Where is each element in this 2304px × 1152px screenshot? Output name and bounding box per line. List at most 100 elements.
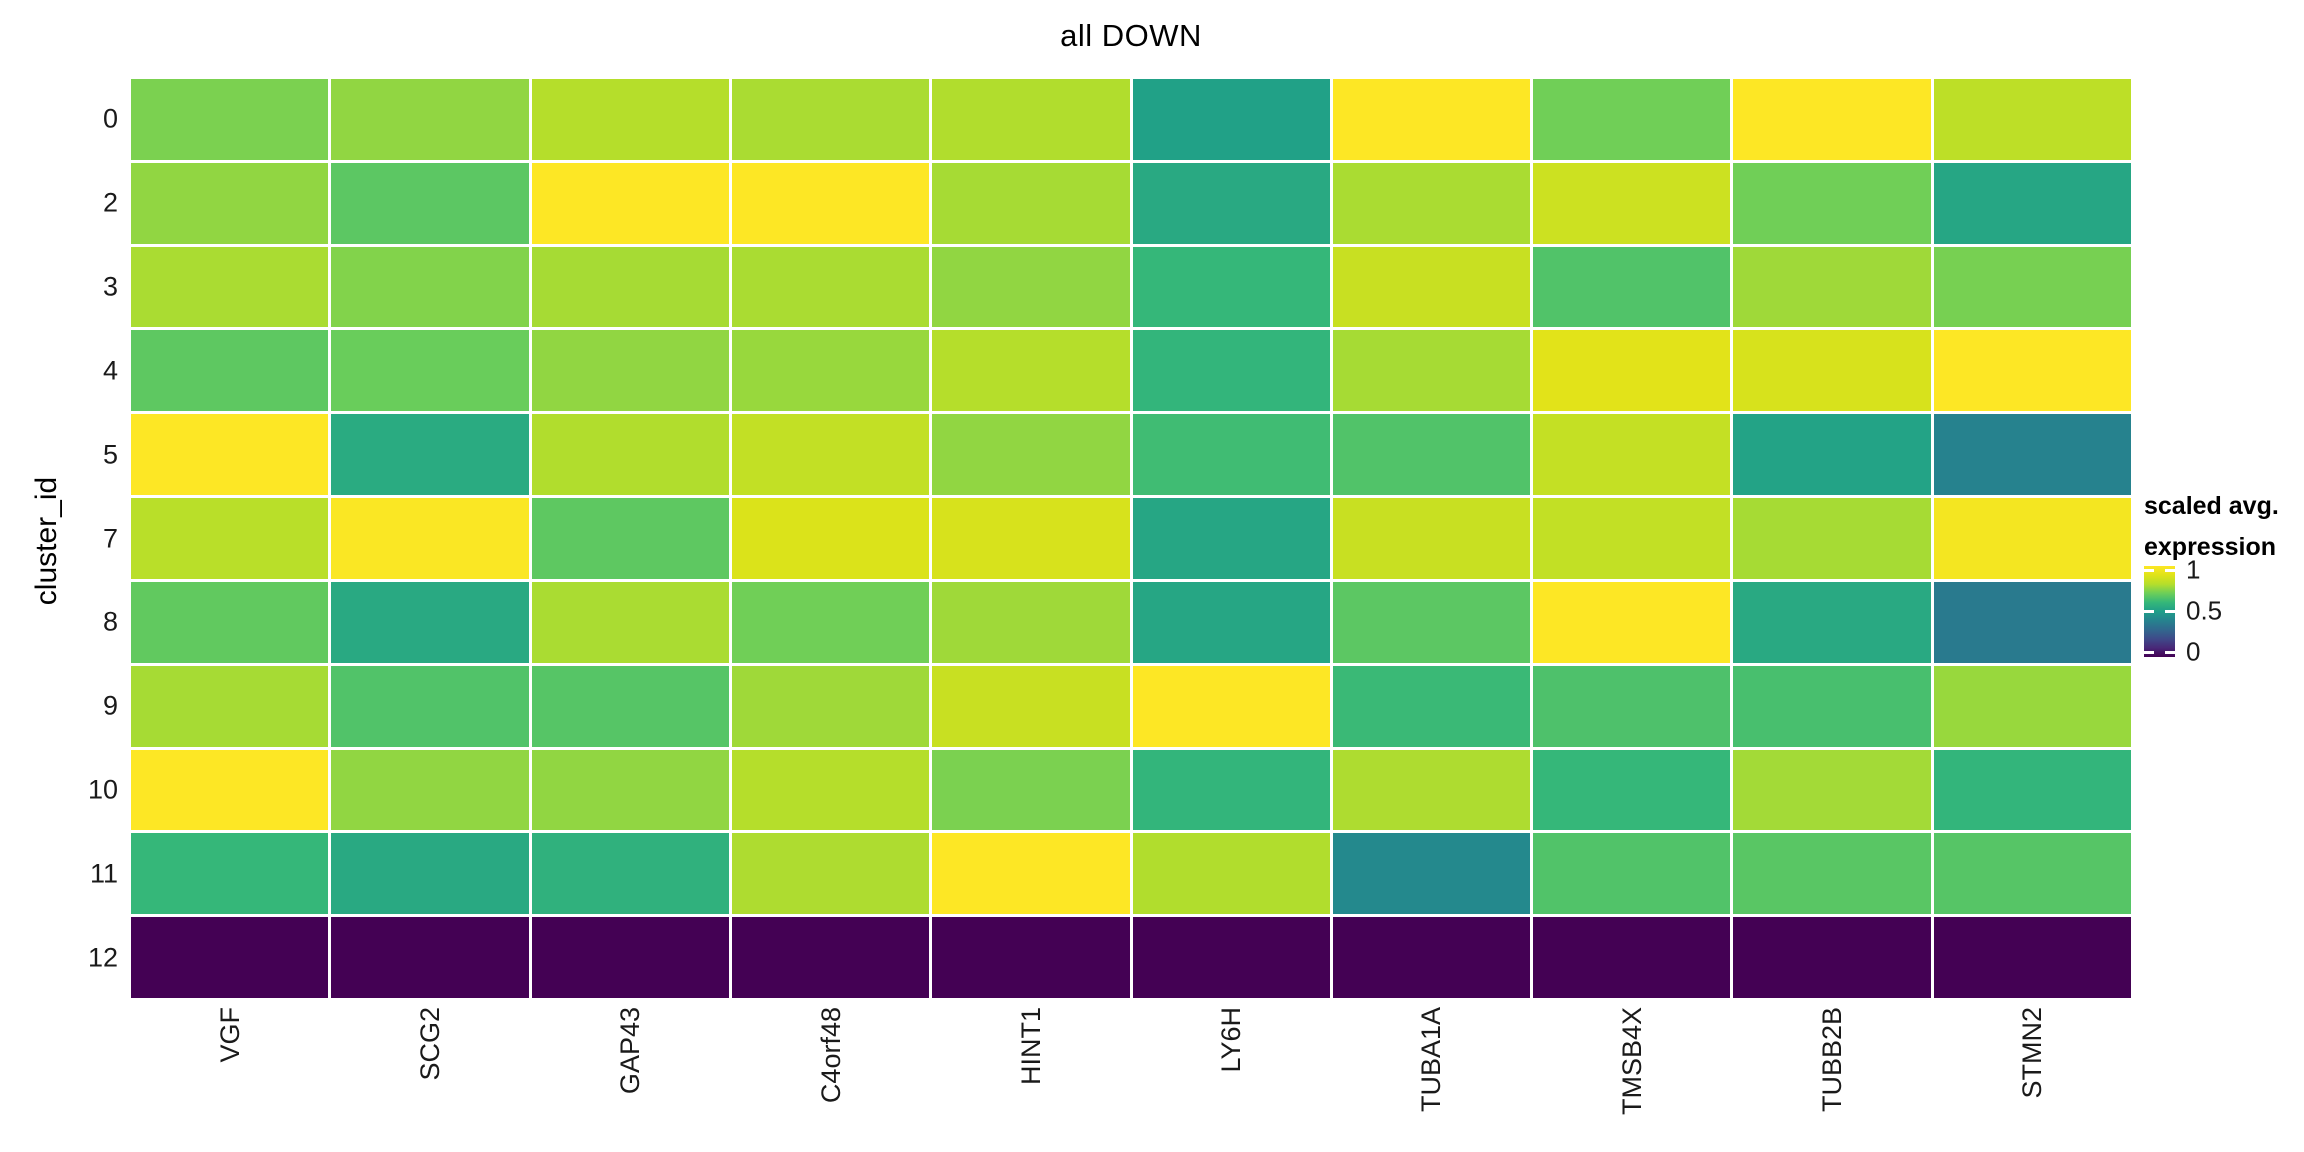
heatmap-cell: [331, 330, 529, 412]
heatmap-cell: [1733, 330, 1931, 412]
legend-title-line2: expression: [2144, 533, 2277, 561]
y-tick-label: 0: [102, 103, 118, 134]
heatmap-cell: [1533, 414, 1731, 496]
heatmap-cell: [1332, 833, 1531, 915]
heatmap-cell: [331, 833, 529, 915]
heatmap-cell: [1933, 414, 2131, 496]
heatmap-cell: [331, 246, 529, 328]
heatmap-cell: [1533, 917, 1731, 998]
heatmap-cell: [331, 749, 529, 831]
heatmap-cell: [731, 917, 930, 998]
legend-tick-mark: [2144, 610, 2154, 613]
heatmap-cell: [531, 498, 729, 579]
y-tick-label: 2: [102, 187, 118, 218]
y-tick-label: 12: [87, 942, 118, 973]
x-axis-labels: VGF SCG2 GAP43 C4orf48 HINT1 LY6H TUBA1A TMSB4X…: [131, 1007, 2131, 1152]
heatmap-cell: [1733, 665, 1931, 747]
x-tick-label: VGF: [214, 1007, 245, 1063]
heatmap-cell: [1933, 833, 2131, 915]
heatmap-cell: [1933, 665, 2131, 747]
heatmap-cell: [1933, 581, 2131, 663]
y-tick-label: 4: [102, 355, 118, 386]
heatmap-cell: [331, 79, 529, 160]
heatmap-cell: [331, 581, 529, 663]
heatmap-cell: [131, 581, 329, 663]
heatmap-cell: [731, 246, 930, 328]
heatmap-cell: [932, 162, 1130, 244]
heatmap-cell: [1132, 246, 1330, 328]
heatmap-cell: [932, 79, 1130, 160]
heatmap-cell: [131, 330, 329, 412]
legend-title-line1: scaled avg.: [2144, 492, 2279, 520]
x-tick-label: TMSB4X: [1616, 1007, 1647, 1116]
heatmap-cell: [1132, 79, 1330, 160]
heatmap-cell: [1733, 833, 1931, 915]
heatmap-cell: [932, 833, 1130, 915]
heatmap-cell: [1933, 498, 2131, 579]
heatmap-cell: [731, 749, 930, 831]
heatmap-cell: [131, 498, 329, 579]
y-tick-label: 8: [102, 606, 118, 637]
heatmap-cell: [731, 330, 930, 412]
legend-tick-mark: [2165, 610, 2175, 613]
heatmap-cell: [1733, 414, 1931, 496]
legend-tick-label: 0: [2186, 636, 2201, 667]
heatmap-cell: [1533, 498, 1731, 579]
heatmap-cell: [131, 246, 329, 328]
heatmap-cell: [1933, 330, 2131, 412]
heatmap-cell: [1132, 162, 1330, 244]
legend-tick-mark: [2165, 569, 2175, 572]
heatmap-cell: [131, 749, 329, 831]
heatmap-cell: [1332, 246, 1531, 328]
heatmap-cell: [1132, 581, 1330, 663]
heatmap-cell: [1933, 162, 2131, 244]
heatmap-cell: [731, 162, 930, 244]
heatmap-cell: [1332, 749, 1531, 831]
legend-tick-mark: [2165, 651, 2175, 654]
heatmap-cell: [131, 917, 329, 998]
heatmap-cell: [1733, 749, 1931, 831]
y-tick-label: 5: [102, 439, 118, 470]
y-tick-label: 9: [102, 690, 118, 721]
legend-tick-label: 0.5: [2186, 595, 2223, 626]
x-tick-label: C4orf48: [815, 1007, 846, 1104]
y-tick-label: 3: [102, 271, 118, 302]
heatmap-cell: [1132, 330, 1330, 412]
heatmap-cell: [1132, 665, 1330, 747]
heatmap-cell: [731, 833, 930, 915]
heatmap-cell: [531, 581, 729, 663]
x-tick-label: HINT1: [1015, 1007, 1046, 1086]
heatmap-cell: [531, 833, 729, 915]
heatmap-cell: [1733, 246, 1931, 328]
heatmap-grid: [131, 79, 2131, 998]
x-tick-label: TUBB2B: [1817, 1007, 1848, 1113]
heatmap-cell: [1933, 917, 2131, 998]
x-tick-label: TUBA1A: [1416, 1007, 1447, 1113]
heatmap-cell: [1132, 749, 1330, 831]
x-tick-label: LY6H: [1216, 1007, 1247, 1073]
legend-tick-mark: [2144, 569, 2154, 572]
heatmap-cell: [1132, 833, 1330, 915]
heatmap-cell: [1933, 246, 2131, 328]
y-tick-label: 7: [102, 523, 118, 553]
heatmap-cell: [932, 581, 1130, 663]
heatmap-cell: [731, 581, 930, 663]
heatmap-cell: [1332, 581, 1531, 663]
heatmap-cell: [1933, 749, 2131, 831]
heatmap-cell: [531, 414, 729, 496]
heatmap-cell: [1933, 79, 2131, 160]
legend-tick-label: 1: [2186, 554, 2201, 585]
heatmap-cell: [1733, 162, 1931, 244]
heatmap-cell: [1332, 79, 1531, 160]
heatmap-cell: [932, 330, 1130, 412]
heatmap-cell: [1132, 917, 1330, 998]
heatmap-cell: [1332, 498, 1531, 579]
heatmap-cell: [531, 162, 729, 244]
heatmap-cell: [932, 414, 1130, 496]
plot-title: all DOWN: [1060, 18, 1202, 53]
x-tick-label: STMN2: [2017, 1007, 2048, 1099]
heatmap-cell: [1733, 79, 1931, 160]
x-tick-label: GAP43: [615, 1007, 646, 1095]
heatmap-cell: [1332, 917, 1531, 998]
heatmap-cell: [731, 414, 930, 496]
